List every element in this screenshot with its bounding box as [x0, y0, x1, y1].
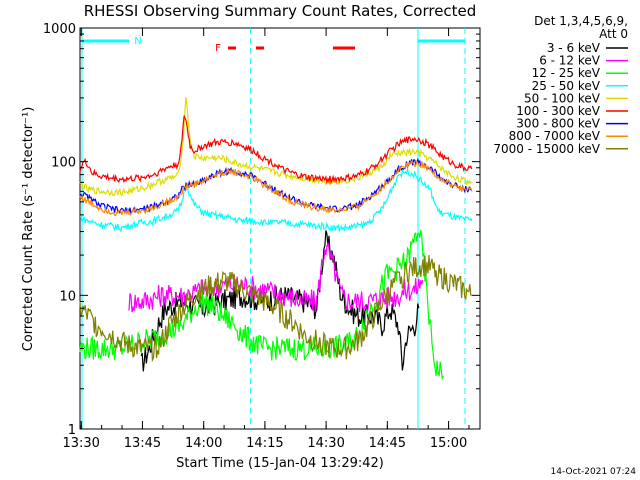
y-tick-label: 1000 [43, 22, 76, 37]
chart-title: RHESSI Observing Summary Count Rates, Co… [84, 2, 477, 20]
legend-header-detectors: Det 1,3,4,5,6,9, [534, 14, 628, 28]
x-tick-label: 14:00 [185, 436, 222, 451]
legend-label: 800 - 7000 keV [509, 129, 601, 143]
series-layer [79, 97, 473, 381]
legend-label: 100 - 300 keV [516, 104, 600, 118]
footer-timestamp: 14-Oct-2021 07:24 [551, 467, 637, 477]
x-axis-label: Start Time (15-Jan-04 13:29:42) [176, 456, 384, 471]
x-tick-label: 14:15 [246, 436, 283, 451]
x-tick-label: 14:30 [307, 436, 344, 451]
series-line-25-50-kev [80, 168, 473, 233]
x-tick-label: 13:30 [62, 436, 99, 451]
y-tick-label: 1 [68, 423, 76, 438]
x-tick-label: 14:45 [369, 436, 406, 451]
legend-label: 300 - 800 keV [516, 117, 600, 131]
flag-n-label: N [134, 36, 141, 47]
x-tick-label: 15:00 [430, 436, 467, 451]
legend-label: 25 - 50 keV [532, 79, 601, 93]
time-markers [81, 28, 466, 429]
flag-f-label: F [215, 43, 221, 54]
legend-label: 6 - 12 keV [539, 54, 601, 68]
y-axis-label: Corrected Count Rate (s⁻¹ detector⁻¹) [21, 107, 36, 352]
y-axis: 1 10 100 1000 [43, 22, 480, 438]
x-tick-label: 13:45 [124, 436, 161, 451]
legend-label: 12 - 25 keV [532, 66, 601, 80]
y-tick-label: 10 [59, 289, 76, 304]
legend-label: 7000 - 15000 keV [493, 142, 600, 156]
legend-label: 3 - 6 keV [547, 41, 601, 55]
y-tick-label: 100 [51, 156, 76, 171]
legend-header-attenuator: Att 0 [599, 27, 628, 41]
series-line-6-12-kev [128, 241, 424, 314]
series-line-7000-15000-kev [79, 255, 472, 363]
series-line-100-300-kev [79, 115, 473, 185]
series-line-800-7000-kev [79, 160, 473, 217]
plot-frame [79, 27, 481, 430]
series-line-50-100-kev [79, 97, 473, 197]
legend-label: 50 - 100 keV [524, 91, 601, 105]
x-axis: 13:30 13:45 14:00 14:15 14:30 14:45 15:00 [62, 28, 470, 451]
